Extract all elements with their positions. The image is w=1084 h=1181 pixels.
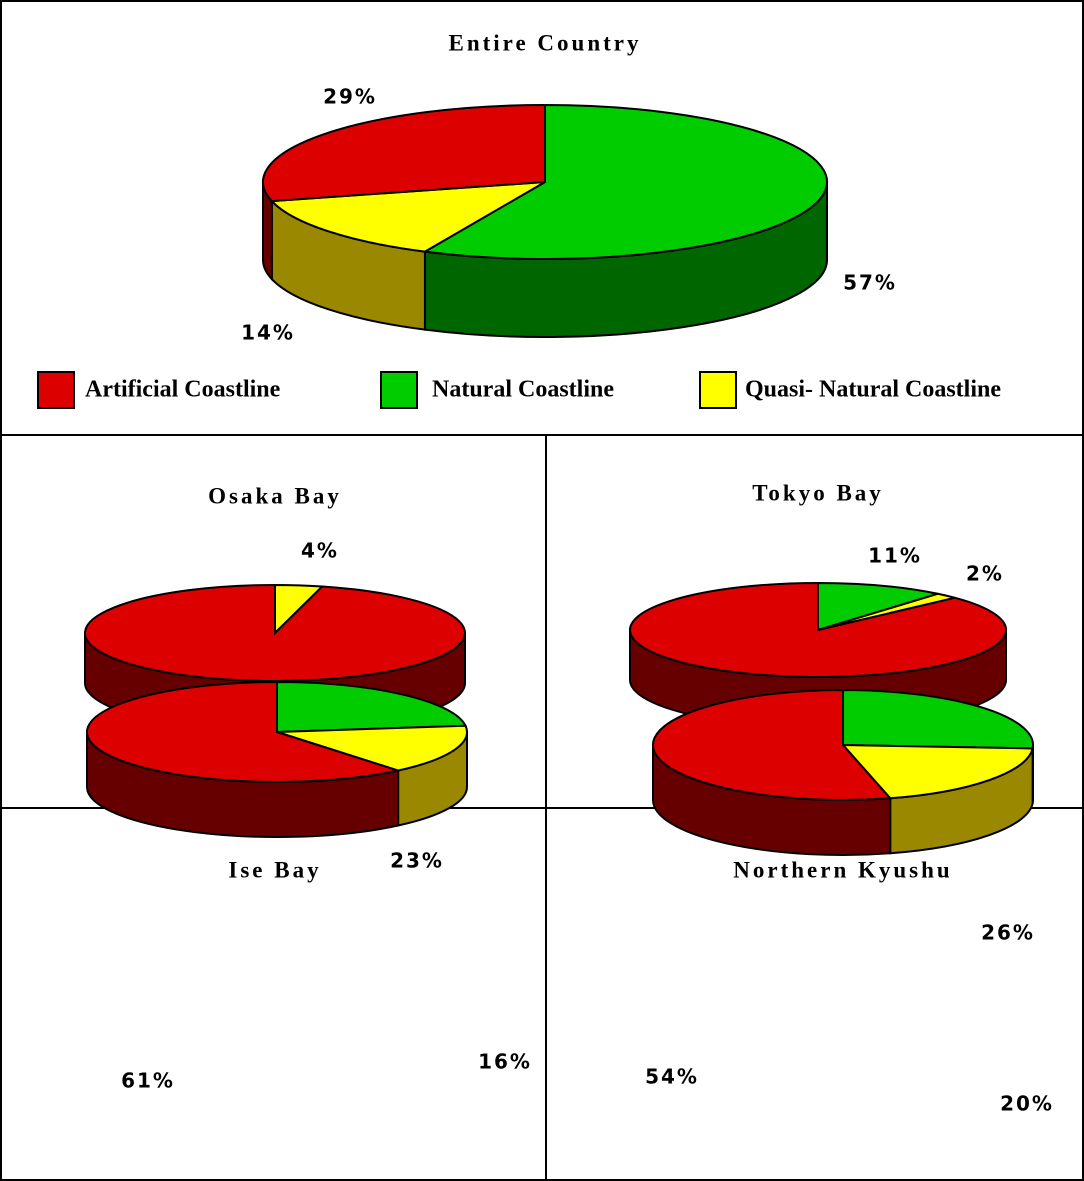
pie-slice (86, 680, 402, 783)
legend-swatch (380, 371, 418, 409)
chart-title: Entire Country (449, 30, 642, 55)
pie-slice (842, 688, 1034, 750)
pie-slice (276, 680, 468, 734)
pie-slice (652, 688, 893, 801)
data-label: 11% (868, 544, 922, 568)
data-label: 26% (981, 921, 1035, 945)
data-label: 14% (241, 321, 295, 345)
legend-label: Artificial Coastline (85, 377, 281, 403)
chart-title: Osaka Bay (208, 483, 342, 508)
pie-slice (84, 583, 466, 682)
data-label: 23% (390, 849, 444, 873)
legend-label: Natural Coastline (432, 377, 614, 403)
legend-label: Quasi- Natural Coastline (745, 377, 1001, 403)
pie-slice (817, 581, 939, 632)
legend-swatch (37, 371, 75, 409)
pie-slice (421, 103, 828, 260)
data-label: 16% (478, 1050, 532, 1074)
pie-slice (629, 581, 1007, 678)
chart-title: Northern Kyushu (733, 857, 952, 882)
data-label: 29% (323, 85, 377, 109)
data-label: 54% (645, 1065, 699, 1089)
pie-slice (840, 743, 1034, 800)
chart-title: Ise Bay (228, 857, 321, 882)
chart-title: Tokyo Bay (752, 480, 884, 505)
pie-slice (269, 181, 546, 253)
data-label: 4% (301, 539, 339, 563)
pie-slice (276, 724, 468, 772)
data-label: 57% (843, 271, 897, 295)
legend-swatch (699, 371, 737, 409)
data-label: 20% (1000, 1092, 1054, 1116)
data-label: 2% (966, 562, 1004, 586)
data-label: 61% (121, 1069, 175, 1093)
pie-slice (262, 103, 546, 203)
